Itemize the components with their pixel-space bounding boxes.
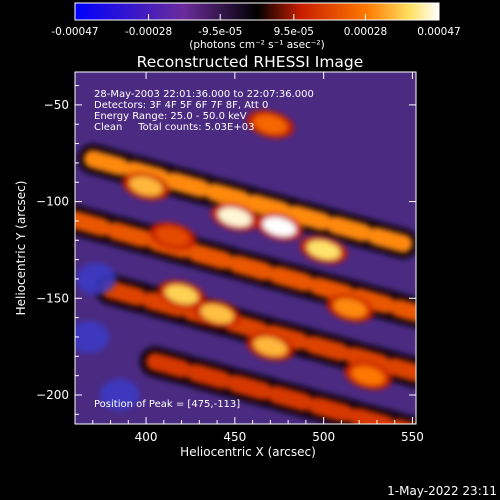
info-time-range: 28-May-2003 22:01:36.000 to 22:07:36.000 [94,89,314,100]
colorbar-tick-label: 9.5e-05 [274,26,314,38]
colorbar-ticks: -0.00047 -0.00028 -9.5e-05 9.5e-05 0.00028 0.… [51,14,461,38]
colorbar-tick-label: 0.00047 [417,26,460,38]
plot-frame [74,71,417,425]
info-clean-counts: Clean Total counts: 5.03E+03 [94,122,254,133]
emission-blob [200,304,234,324]
x-axis-label: Heliocentric X (arcsec) [180,445,316,459]
footer-timestamp: 1-May-2022 23:11 [387,484,497,498]
emission-blob [129,176,163,196]
emission-blob [307,240,341,260]
colorbar-unit-label: (photons cm⁻² s⁻¹ asec⁻²) [189,39,324,51]
y-tick-label: −200 [36,388,69,402]
y-axis-label: Heliocentric Y (arcsec) [14,181,28,316]
emission-blob [164,284,199,305]
info-energy-range: Energy Range: 25.0 - 50.0 keV [94,111,247,122]
negative-region [75,320,110,353]
heatmap-layer [75,110,416,424]
x-tick-label: 550 [401,430,424,444]
y-tick-label: −150 [36,291,69,305]
y-tick-label: −50 [44,98,69,112]
chart-title: Reconstructed RHESSI Image [137,53,364,71]
emission-blob [262,217,296,237]
y-tick-label: −100 [36,195,69,209]
emission-blob [333,298,367,318]
negative-region [76,262,117,295]
emission-features [75,110,416,424]
emission-blob [156,226,190,247]
emission-blob [351,365,385,386]
colorbar-tick-label: 0.00028 [344,26,387,38]
heatmap-image [75,72,416,424]
emission-blob [218,207,252,227]
colorbar-tick-label: -0.00047 [51,26,98,38]
colorbar [74,2,440,21]
x-tick-label: 450 [223,430,246,444]
emission-band [145,352,416,424]
axes: 400 450 500 550 −50 −100 −150 −200 [36,72,424,444]
colorbar-tick-label: -0.00028 [125,26,172,38]
info-block: 28-May-2003 22:01:36.000 to 22:07:36.000… [94,89,314,133]
colorbar-tick-label: -9.5e-05 [198,26,242,38]
peak-position-label: Position of Peak = [475,-113] [94,399,240,410]
emission-band [101,280,416,382]
x-tick-label: 400 [135,430,158,444]
x-tick-label: 500 [312,430,335,444]
info-detectors: Detectors: 3F 4F 5F 6F 7F 8F, Att 0 [94,100,268,111]
emission-blob [253,336,288,357]
emission-blob [253,114,288,134]
negative-region [99,378,140,411]
